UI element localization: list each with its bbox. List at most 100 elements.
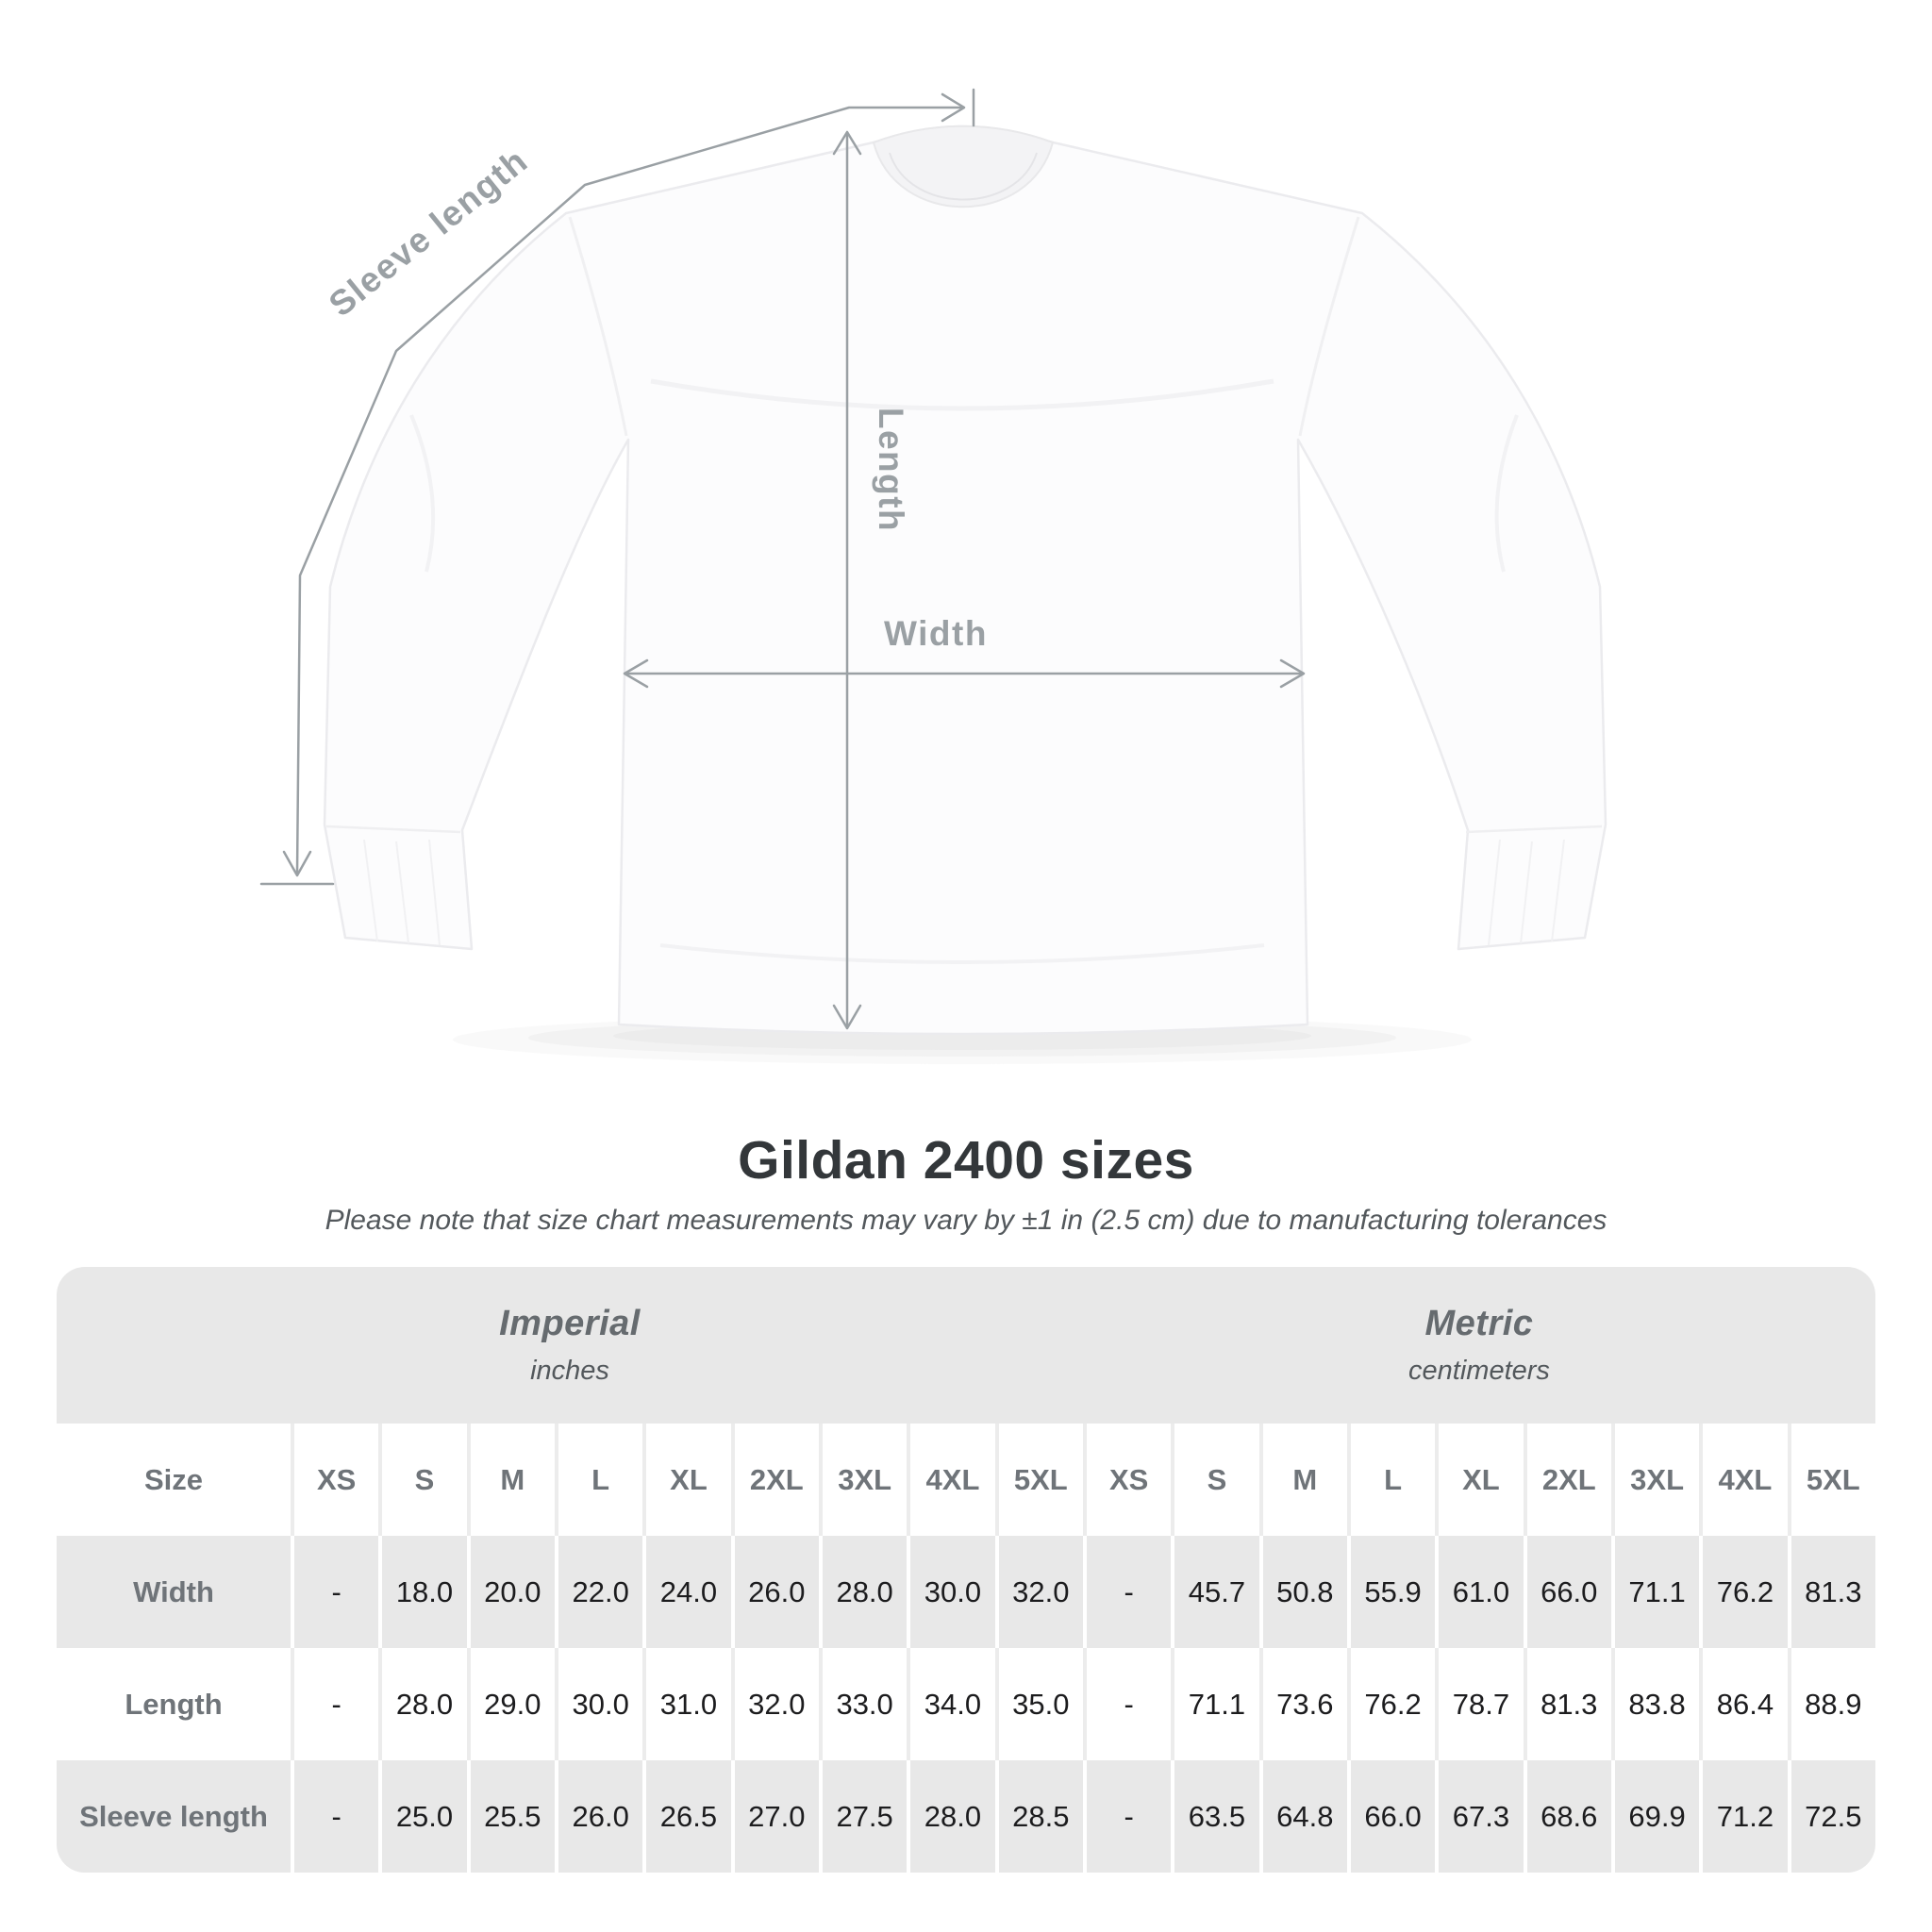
length-arrow: [832, 130, 862, 1030]
measurement-row: Sleeve length -25.0 25.5 26.0 26.5 27.0 27.5 28…: [57, 1760, 1875, 1873]
imperial-value-cell: 28.0: [907, 1760, 995, 1873]
size-column-header: XL: [642, 1424, 731, 1536]
imperial-value-cell: 34.0: [907, 1648, 995, 1760]
arrowhead-down-icon: [282, 850, 312, 877]
imperial-value-cell: 28.5: [994, 1760, 1083, 1873]
imperial-value-cell: 26.0: [730, 1536, 819, 1648]
imperial-value-cell: 28.0: [818, 1536, 908, 1648]
length-label: Length: [872, 408, 910, 532]
metric-value-cell: -: [1082, 1536, 1172, 1648]
arrowhead-right-icon: [1279, 658, 1306, 689]
unit-group-unit: inches: [530, 1356, 609, 1386]
imperial-value-cell: 31.0: [642, 1648, 731, 1760]
page-title: Gildan 2400 sizes: [738, 1130, 1194, 1191]
width-arrow: [623, 658, 1306, 689]
imperial-value-cell: 30.0: [554, 1648, 643, 1760]
size-header-row: Size XS S M L XL 2XL 3XL 4XL 5XL XS S M L XL 2XL 3XL 4XL 5…: [57, 1424, 1875, 1536]
imperial-value-cell: 22.0: [554, 1536, 643, 1648]
imperial-value-cell: 35.0: [994, 1648, 1083, 1760]
size-column-header: 3XL: [818, 1424, 908, 1536]
shirt-body: [323, 125, 1607, 1036]
unit-group-label: Metric: [1424, 1304, 1534, 1343]
collar-inner-seam: [889, 152, 1038, 201]
metric-value-cell: 68.6: [1523, 1760, 1611, 1873]
imperial-value-cell: 26.0: [554, 1760, 643, 1873]
size-column-header: 4XL: [907, 1424, 995, 1536]
size-column-header: L: [554, 1424, 643, 1536]
size-column-header: S: [1171, 1424, 1259, 1536]
unit-group-label: Imperial: [499, 1304, 641, 1343]
metric-value-cell: 71.1: [1610, 1536, 1700, 1648]
cuff-ribs: [363, 839, 1565, 946]
metric-value-cell: 63.5: [1171, 1760, 1259, 1873]
metric-value-cell: 76.2: [1699, 1536, 1788, 1648]
size-column-header: M: [1258, 1424, 1347, 1536]
size-column-header: XL: [1435, 1424, 1524, 1536]
size-column-header: 5XL: [1787, 1424, 1875, 1536]
row-label: Length: [57, 1648, 291, 1760]
metric-value-cell: 81.3: [1787, 1536, 1875, 1648]
row-label: Width: [57, 1536, 291, 1648]
imperial-value-cell: 27.0: [730, 1760, 819, 1873]
metric-value-cell: 69.9: [1610, 1760, 1700, 1873]
imperial-value-cell: 30.0: [907, 1536, 995, 1648]
size-column-header: M: [466, 1424, 555, 1536]
metric-value-cell: 72.5: [1787, 1760, 1875, 1873]
imperial-value-cell: 20.0: [466, 1536, 555, 1648]
metric-value-cell: 83.8: [1610, 1648, 1700, 1760]
sleeve-length-arrow: [259, 88, 975, 886]
imperial-value-cell: 29.0: [466, 1648, 555, 1760]
arrowhead-right-icon: [941, 92, 966, 123]
size-corner-header: Size: [57, 1424, 291, 1536]
imperial-value-cell: 24.0: [642, 1536, 731, 1648]
metric-group-header: Metric centimeters: [1082, 1267, 1875, 1424]
sleeve-seams: [568, 216, 1360, 437]
size-chart-table: Imperial inches Metric centimeters Size XS S M L…: [57, 1267, 1875, 1873]
imperial-value-cell: 28.0: [378, 1648, 467, 1760]
imperial-value-cell: -: [291, 1760, 379, 1873]
size-column-header: L: [1346, 1424, 1436, 1536]
size-guide-page: Sleeve length Length Width Gildan 2400 s…: [57, 88, 1875, 1873]
imperial-value-cell: 25.5: [466, 1760, 555, 1873]
shirt-measurement-diagram: Sleeve length Length Width: [259, 88, 1607, 1036]
metric-value-cell: 67.3: [1435, 1760, 1524, 1873]
collar-opening: [872, 125, 1055, 208]
metric-value-cell: 76.2: [1346, 1648, 1436, 1760]
metric-value-cell: 66.0: [1346, 1760, 1436, 1873]
metric-value-cell: 64.8: [1258, 1760, 1347, 1873]
row-label: Sleeve length: [57, 1760, 291, 1873]
size-column-header: 3XL: [1610, 1424, 1700, 1536]
size-chart: Imperial inches Metric centimeters Size XS S M L…: [57, 1267, 1875, 1873]
unit-group-unit: centimeters: [1408, 1356, 1550, 1386]
metric-value-cell: 71.1: [1171, 1648, 1259, 1760]
arrowhead-up-icon: [832, 130, 862, 156]
arrowhead-left-icon: [623, 658, 649, 689]
imperial-value-cell: 25.0: [378, 1760, 467, 1873]
metric-value-cell: 88.9: [1787, 1648, 1875, 1760]
imperial-value-cell: 32.0: [994, 1536, 1083, 1648]
imperial-value-cell: -: [291, 1648, 379, 1760]
metric-value-cell: 86.4: [1699, 1648, 1788, 1760]
imperial-value-cell: -: [291, 1536, 379, 1648]
imperial-group-header: Imperial inches: [57, 1267, 1083, 1424]
tolerance-note: Please note that size chart measurements…: [325, 1205, 1607, 1236]
imperial-value-cell: 33.0: [818, 1648, 908, 1760]
metric-value-cell: 50.8: [1258, 1536, 1347, 1648]
shirt-illustration: Sleeve length Length Width: [259, 88, 1607, 1036]
imperial-value-cell: 18.0: [378, 1536, 467, 1648]
metric-value-cell: -: [1082, 1760, 1172, 1873]
metric-value-cell: 61.0: [1435, 1536, 1524, 1648]
size-column-header: 2XL: [1523, 1424, 1611, 1536]
imperial-value-cell: 27.5: [818, 1760, 908, 1873]
size-column-header: 2XL: [730, 1424, 819, 1536]
metric-value-cell: 81.3: [1523, 1648, 1611, 1760]
size-column-header: XS: [291, 1424, 379, 1536]
width-label: Width: [884, 614, 988, 653]
fabric-folds: [409, 378, 1519, 964]
size-column-header: XS: [1082, 1424, 1172, 1536]
imperial-value-cell: 26.5: [642, 1760, 731, 1873]
metric-value-cell: -: [1082, 1648, 1172, 1760]
measurement-row: Width -18.0 20.0 22.0 24.0 26.0 28.0 30.0 32.0-4…: [57, 1536, 1875, 1648]
metric-value-cell: 71.2: [1699, 1760, 1788, 1873]
metric-value-cell: 45.7: [1171, 1536, 1259, 1648]
